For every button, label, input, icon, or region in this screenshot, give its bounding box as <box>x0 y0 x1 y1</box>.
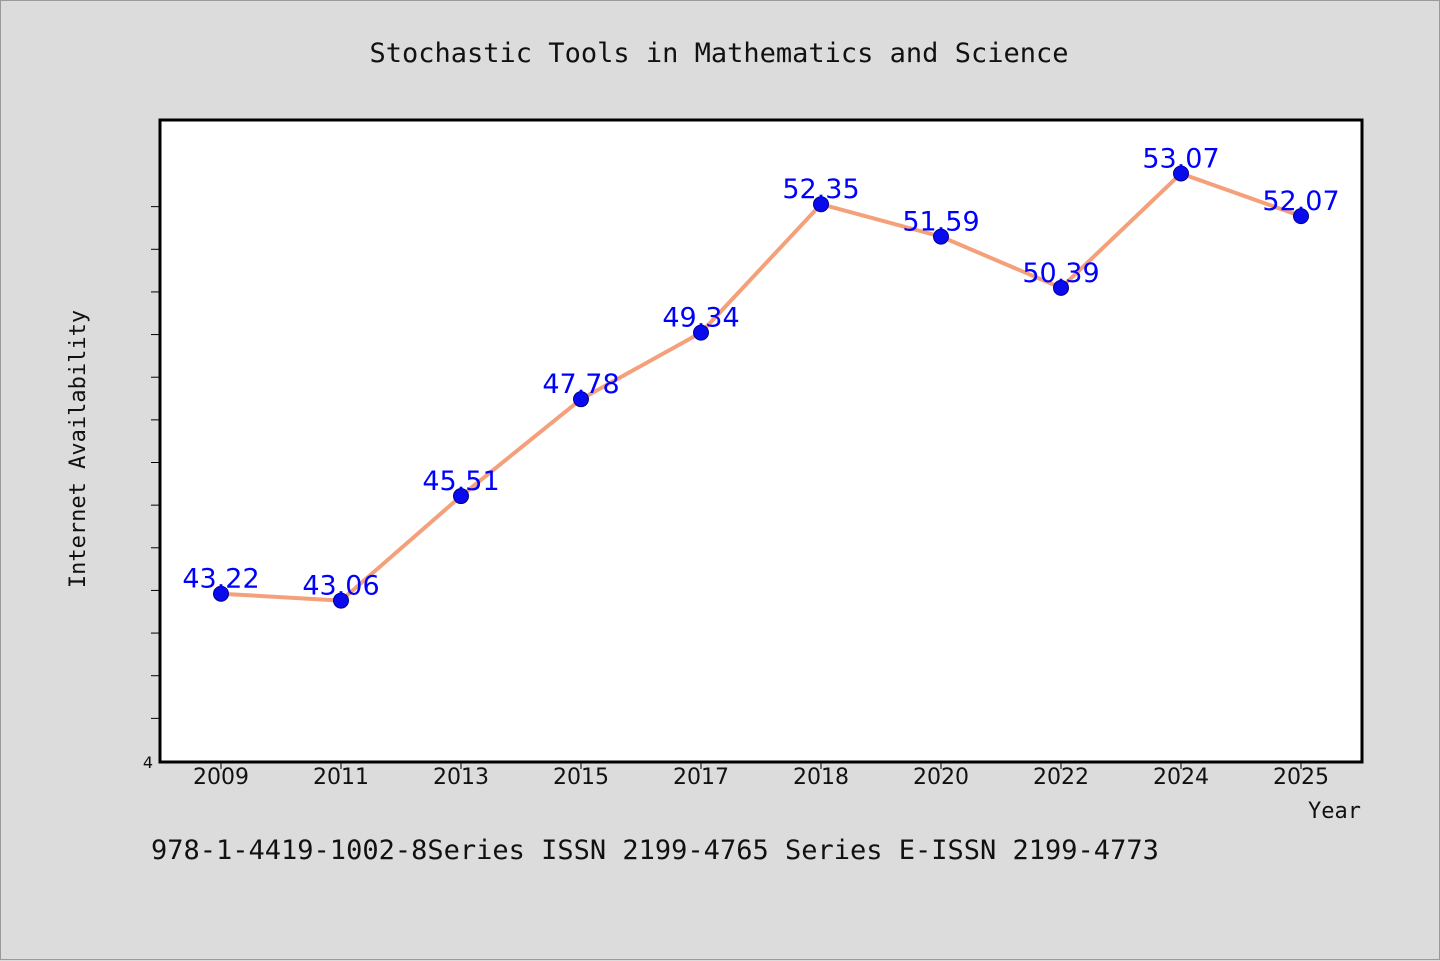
chart-title: Stochastic Tools in Mathematics and Scie… <box>370 38 1069 69</box>
x-tick-label: 2013 <box>433 765 489 790</box>
x-tick-label: 2009 <box>193 765 249 790</box>
data-label: 51.59 <box>902 207 979 238</box>
y-tick-label: 4 <box>143 753 153 772</box>
x-tick-label: 2025 <box>1273 765 1329 790</box>
footer-isbn-text: 978-1-4419-1002-8Series ISSN 2199-4765 S… <box>151 835 1159 866</box>
data-point <box>213 585 229 602</box>
data-point <box>1173 165 1189 182</box>
data-point <box>453 488 469 505</box>
x-tick-label: 2022 <box>1033 765 1089 790</box>
data-label: 52.07 <box>1262 186 1339 217</box>
x-tick-label: 2015 <box>553 765 609 790</box>
data-point <box>933 228 949 245</box>
y-axis-title: Internet Availability <box>66 310 91 588</box>
x-tick-label: 2020 <box>913 765 969 790</box>
data-label: 43.22 <box>182 564 259 595</box>
data-point <box>333 592 349 609</box>
x-tick-label: 2011 <box>313 765 369 790</box>
x-tick-label: 2024 <box>1153 765 1209 790</box>
x-axis-ticks: 2009 2011 2013 2015 2017 2018 2020 2022 2024 2025 <box>193 761 1329 790</box>
data-point <box>1053 279 1069 296</box>
data-label: 43.06 <box>302 571 379 602</box>
plot-area <box>158 118 1364 764</box>
data-label: 49.34 <box>662 303 739 334</box>
x-tick-label: 2018 <box>793 765 849 790</box>
x-axis-title: Year <box>1308 799 1361 824</box>
data-point <box>1293 208 1309 225</box>
y-axis-ticks <box>151 206 159 719</box>
series-layer: 43.22 43.06 45.51 47.78 49.34 52.35 51.59 50.39… <box>182 143 1340 609</box>
data-point <box>813 196 829 213</box>
data-label: 53.07 <box>1142 143 1219 174</box>
data-label: 52.35 <box>782 174 859 205</box>
data-point <box>693 324 709 341</box>
data-label: 50.39 <box>1022 258 1099 289</box>
series-line <box>220 171 1302 603</box>
data-label: 45.51 <box>422 466 499 497</box>
data-point <box>573 391 589 408</box>
data-label: 47.78 <box>542 369 619 400</box>
x-tick-label: 2017 <box>673 765 729 790</box>
